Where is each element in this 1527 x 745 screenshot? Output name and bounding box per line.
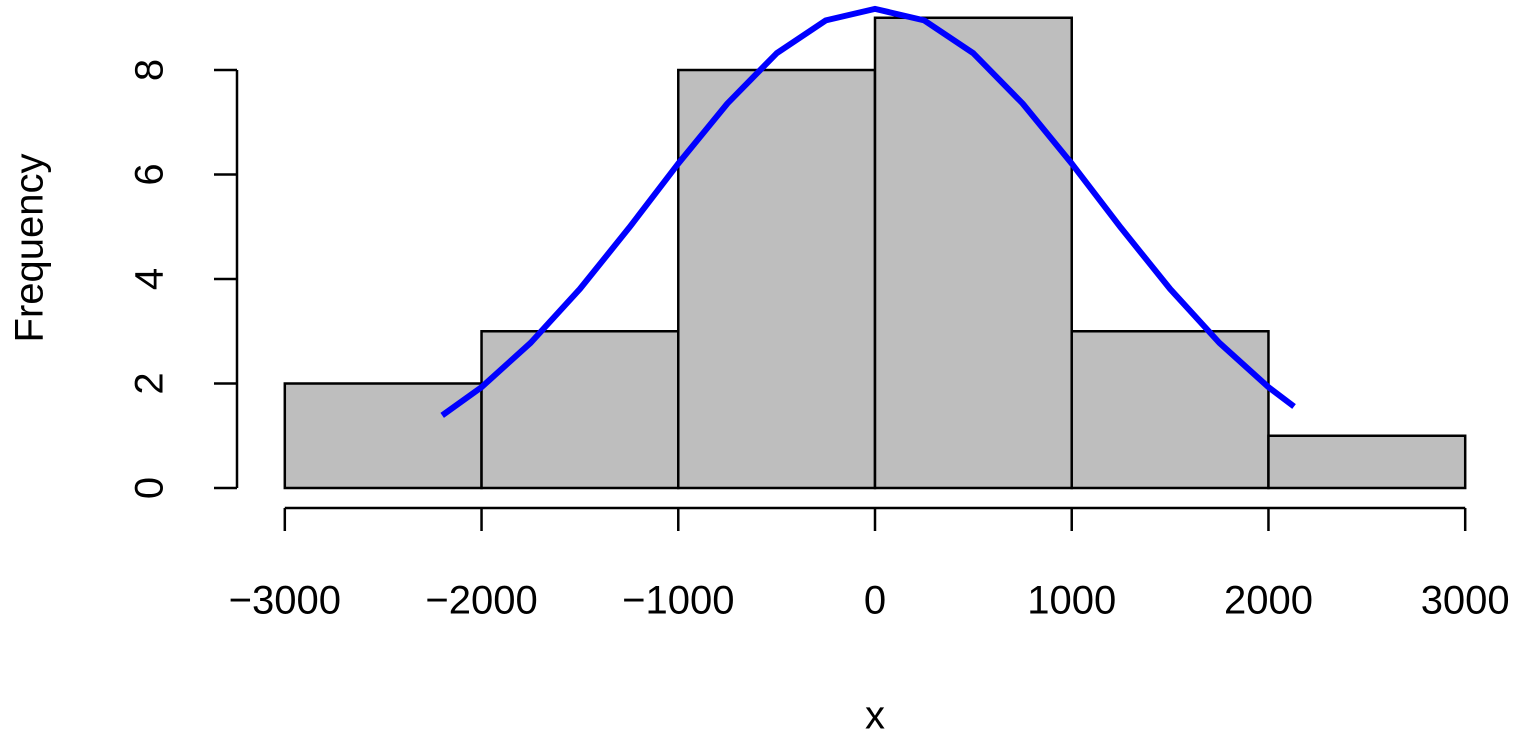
histogram-bar [1267,434,1467,490]
x-tick-label: 3000 [1421,579,1510,623]
y-tick-label: 2 [128,372,172,394]
x-axis-label: x [865,694,885,738]
histogram-bar [283,382,483,490]
y-tick-label: 8 [128,59,172,81]
density-curve [440,5,1296,418]
histogram-bar [873,16,1073,490]
y-axis-label: Frequency [8,154,52,343]
x-tick-label: 1000 [1027,579,1116,623]
x-tick-label: −3000 [229,579,341,623]
histogram-bar [480,330,680,490]
histogram-bar [677,68,877,490]
y-tick-label: 4 [128,268,172,290]
y-tick-label: 6 [128,163,172,185]
x-tick-label: −2000 [425,579,537,623]
x-tick-label: 0 [864,579,886,623]
x-tick-label: −1000 [622,579,734,623]
y-tick-label: 0 [128,477,172,499]
x-tick-label: 2000 [1224,579,1313,623]
histogram-bar [1070,330,1270,490]
